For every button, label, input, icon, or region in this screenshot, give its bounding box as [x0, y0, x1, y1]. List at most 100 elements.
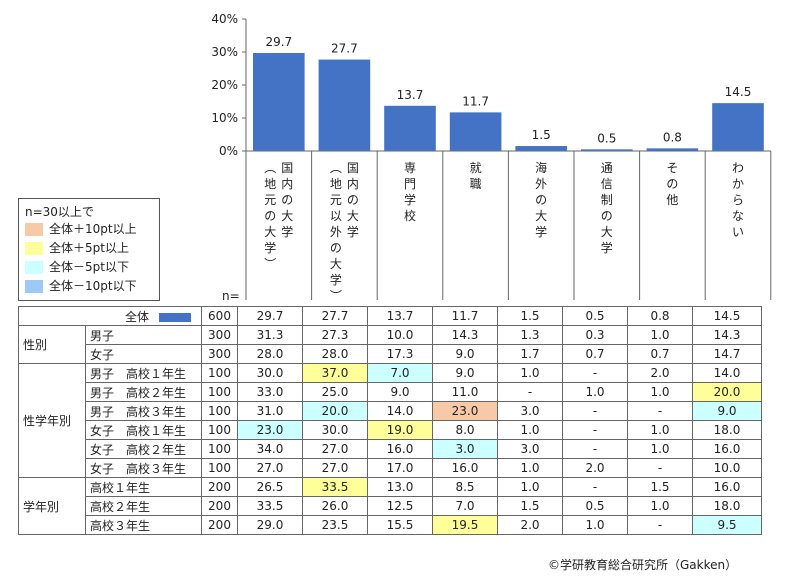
value-cell: -: [627, 401, 693, 421]
value-cell: 8.0: [432, 420, 498, 440]
bar-chart: 0% 10% 20% 30% 40% 29.7 27.7 13.7 11.7 1.5 0.5 0.8 1…: [211, 12, 772, 300]
value-cell: 9.5: [692, 515, 762, 535]
value-cell: 16.0: [432, 458, 498, 478]
y-tick-label: 10%: [211, 111, 238, 125]
value-cell: 14.0: [367, 401, 433, 421]
bar: [253, 52, 305, 151]
value-cell: 37.0: [302, 363, 368, 383]
n-cell: 100: [201, 420, 238, 440]
value-cell: 1.0: [497, 477, 563, 497]
value-cell: 2.0: [497, 515, 563, 535]
value-cell: 19.0: [367, 420, 433, 440]
row-label: 女子 高校３年生: [85, 458, 202, 478]
value-cell: 0.7: [627, 344, 693, 364]
n-cell: 100: [201, 382, 238, 402]
row-label: 女子 高校２年生: [85, 439, 202, 459]
bar: [318, 59, 371, 152]
row-label: 男子 高校２年生: [85, 382, 202, 402]
value-cell: 27.0: [302, 458, 368, 478]
n-cell: 300: [201, 344, 238, 364]
row-label: 高校３年生: [85, 515, 202, 535]
value-cell: 14.3: [692, 325, 762, 345]
n-cell: 600: [201, 306, 238, 326]
value-cell: 1.7: [497, 344, 563, 364]
data-table: 全体 600 29.7 27.7 13.7 11.7 1.5 0.5 0.8 14.5 性別 男子 30…: [18, 306, 762, 535]
bar: [515, 146, 567, 151]
row-label: 高校２年生: [85, 496, 202, 516]
group-label: 性別: [18, 325, 86, 364]
value-cell: 33.5: [302, 477, 368, 497]
value-cell: 16.0: [692, 439, 762, 459]
bar-value-label: 0.5: [597, 131, 616, 145]
value-cell: 14.0: [692, 363, 762, 383]
n-cell: 200: [201, 477, 238, 497]
value-cell: 20.0: [692, 382, 762, 402]
table-row: 性別 男子 300 31.3 27.3 10.0 14.3 1.3 0.3 1.0 14.3: [18, 325, 762, 364]
value-cell: 2.0: [562, 458, 628, 478]
value-cell: 23.0: [432, 401, 498, 421]
bar-value-label: 0.8: [663, 130, 682, 144]
value-cell: 10.0: [692, 458, 762, 478]
y-tick-label: 30%: [211, 45, 238, 59]
legend-item: 全体＋10pt以上: [25, 221, 157, 238]
n-cell: 100: [201, 439, 238, 459]
value-cell: 11.0: [432, 382, 498, 402]
value-cell: 1.3: [497, 325, 563, 345]
value-cell: 10.0: [367, 325, 433, 345]
n-cell: 300: [201, 325, 238, 345]
value-cell: 9.0: [432, 344, 498, 364]
y-tick-label: 40%: [211, 12, 238, 26]
value-cell: 33.5: [237, 496, 303, 516]
value-cell: 27.0: [302, 439, 368, 459]
value-cell: 18.0: [692, 496, 762, 516]
bar: [581, 149, 633, 151]
n-header: n=: [222, 289, 240, 303]
bar-value-label: 13.7: [397, 88, 424, 102]
table-row: 学年別 高校１年生 200 26.5 33.5 13.0 8.5 1.0-1.5 16.0: [18, 477, 762, 535]
value-cell: 31.0: [237, 401, 303, 421]
legend-label: 全体＋5pt以上: [49, 241, 129, 255]
value-cell: 23.5: [302, 515, 368, 535]
table-row: 男子 高校３年生 100 31.0 20.0 14.0 23.0 3.0- -9.0: [19, 401, 762, 421]
table-row: 女子 300 28.0 28.0 17.3 9.0 1.7 0.7 0.7 14.7: [19, 344, 762, 364]
legend-label: 全体－5pt以下: [49, 260, 129, 274]
value-cell: 1.0: [627, 325, 693, 345]
value-cell: 11.7: [432, 306, 498, 326]
table-row: 女子 高校２年生 100 34.0 27.0 16.0 3.0 3.0-1.0 16.0: [19, 439, 762, 459]
value-cell: 1.0: [627, 382, 693, 402]
legend-swatch: [25, 242, 43, 255]
value-cell: 28.0: [237, 344, 303, 364]
value-cell: 1.5: [497, 306, 563, 326]
table-row: 性学年別 男子 高校１年生 100 30.0 37.0 7.0 9.0 1.0-2.0 14.0: [18, 363, 762, 478]
value-cell: 9.0: [432, 363, 498, 383]
value-cell: 16.0: [367, 439, 433, 459]
value-cell: 28.0: [302, 344, 368, 364]
value-cell: 26.5: [237, 477, 303, 497]
value-cell: -: [562, 477, 628, 497]
value-cell: 0.3: [562, 325, 628, 345]
legend-item: 全体＋5pt以上: [25, 240, 157, 257]
value-cell: -: [627, 458, 693, 478]
copyright: ©学研教育総合研究所（Gakken）: [548, 558, 738, 572]
value-cell: -: [497, 382, 563, 402]
value-cell: 8.5: [432, 477, 498, 497]
value-cell: 17.0: [367, 458, 433, 478]
value-cell: 34.0: [237, 439, 303, 459]
row-label: 男子 高校３年生: [85, 401, 202, 421]
table-row: 女子 高校３年生 100 27.0 27.0 17.0 16.0 1.0 2.0-10.0: [19, 458, 762, 478]
value-cell: 1.5: [497, 496, 563, 516]
value-cell: 3.0: [497, 439, 563, 459]
row-label: 女子 高校１年生: [85, 420, 202, 440]
total-bar-swatch: [159, 312, 191, 322]
table-row: 男子 高校２年生 100 33.0 25.0 9.0 11.0-1.0 1.0 20.0: [19, 382, 762, 402]
row-label: 女子: [85, 344, 202, 364]
value-cell: 26.0: [302, 496, 368, 516]
value-cell: -: [562, 439, 628, 459]
n-cell: 100: [201, 363, 238, 383]
row-label: 全体: [18, 306, 202, 326]
value-cell: -: [562, 363, 628, 383]
value-cell: 7.0: [367, 363, 433, 383]
value-cell: 12.5: [367, 496, 433, 516]
n-cell: 100: [201, 458, 238, 478]
legend-label: 全体－10pt以下: [49, 279, 137, 293]
